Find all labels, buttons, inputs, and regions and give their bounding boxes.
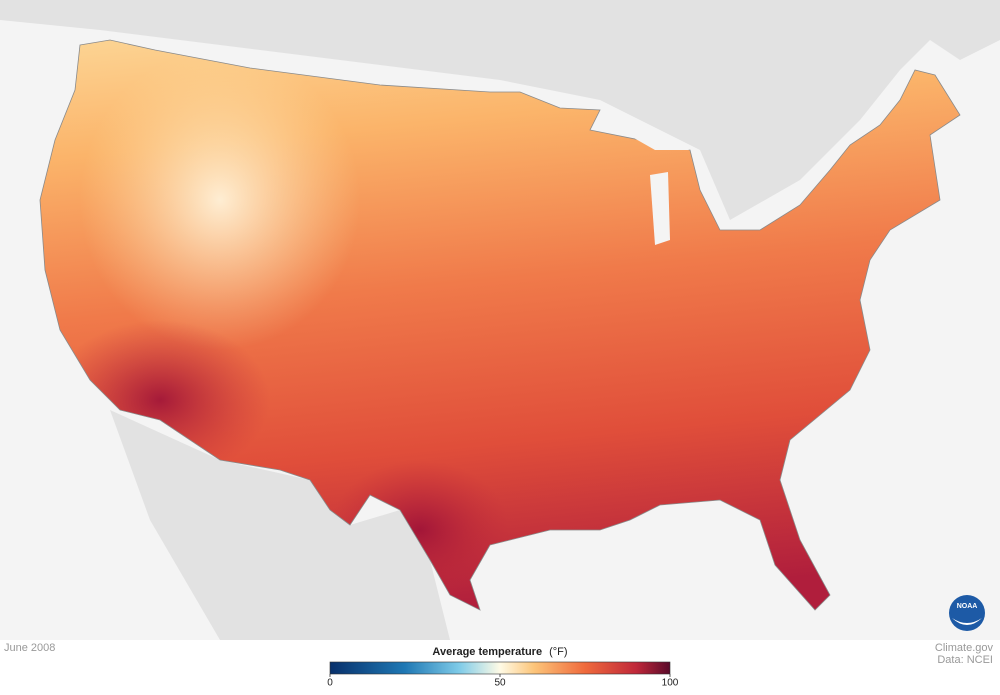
lake-michigan [650,172,670,245]
logo [949,595,985,631]
legend-unit: (°F) [549,646,567,658]
mexico [110,410,450,640]
colorbar-ticks: 0 50 100 [327,674,679,689]
canada [0,0,1000,220]
colorbar-tick-label: 100 [662,678,679,689]
colorbar [329,661,671,675]
legend-title: Average temperature (°F) [432,646,567,658]
credit: Climate.gov [935,642,994,654]
lake-superior [600,112,690,150]
cool-highlands [80,50,360,350]
colorbar-tick-label: 0 [327,678,333,689]
date-label: June 2008 [4,642,55,654]
logo-text: NOAA [957,603,978,610]
credit: Data: NCEI [937,654,993,666]
logo-wave [952,618,982,625]
colorbar-tick-label: 50 [494,678,506,689]
legend-title-text: Average temperature [432,646,542,658]
